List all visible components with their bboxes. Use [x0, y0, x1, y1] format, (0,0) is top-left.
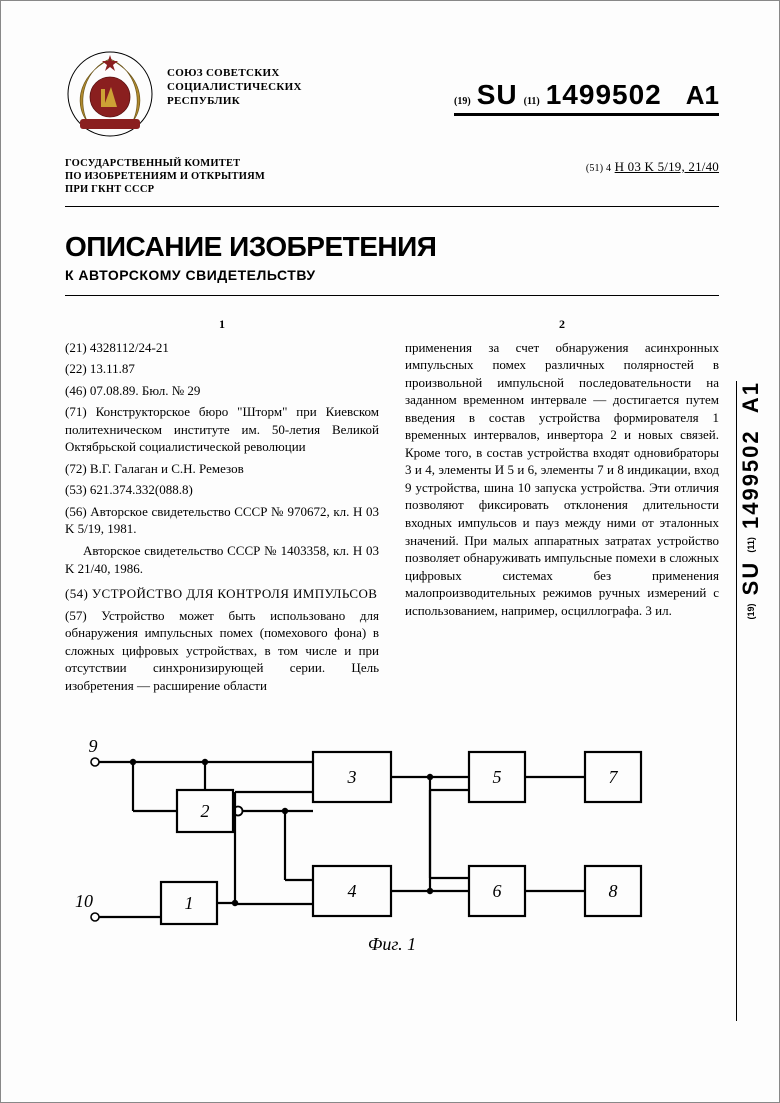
field-54: (54) УСТРОЙСТВО ДЛЯ КОНТРОЛЯ ИМПУЛЬСОВ [65, 585, 379, 603]
svg-text:10: 10 [75, 891, 93, 911]
side-strip-text: (19) SU (11) 1499502 A1 [738, 381, 764, 639]
code-11-label: (11) [524, 96, 540, 107]
doc-subtitle: К АВТОРСКОМУ СВИДЕТЕЛЬСТВУ [65, 267, 719, 296]
body-columns: 1 (21) 4328112/24-21 (22) 13.11.87 (46) … [65, 316, 719, 698]
publication-number: 1499502 [546, 79, 662, 111]
side-code19: (19) [746, 603, 756, 619]
block-4-label: 4 [348, 881, 357, 901]
ipc-tag: (51) 4 [586, 163, 611, 174]
subheader-row: ГОСУДАРСТВЕННЫЙ КОМИТЕТ ПО ИЗОБРЕТЕНИЯМ … [65, 157, 719, 207]
block-3-label: 3 [347, 767, 357, 787]
col1-number: 1 [65, 316, 379, 332]
content-region: СОЮЗ СОВЕТСКИХ СОЦИАЛИСТИЧЕСКИХ РЕСПУБЛИ… [65, 49, 719, 1062]
column-2: 2 применения за счет обнаружения асинхро… [405, 316, 719, 698]
header-row: СОЮЗ СОВЕТСКИХ СОЦИАЛИСТИЧЕСКИХ РЕСПУБЛИ… [65, 49, 719, 139]
block-1-label: 1 [185, 893, 194, 913]
block-6-label: 6 [493, 881, 502, 901]
publication-number-line: (19) SU (11) 1499502 A1 [454, 49, 719, 116]
country-code: SU [477, 79, 518, 111]
figure-1: 9 10 1 2 3 4 5 6 7 8 Фиг. 1 [65, 722, 719, 972]
field-56b: Авторское свидетельство СССР № 1403358, … [65, 542, 379, 577]
field-22: (22) 13.11.87 [65, 360, 379, 378]
field-56a: (56) Авторское свидетельство СССР № 9706… [65, 503, 379, 538]
col2-number: 2 [405, 316, 719, 332]
page: СОЮЗ СОВЕТСКИХ СОЦИАЛИСТИЧЕСКИХ РЕСПУБЛИ… [0, 0, 780, 1103]
committee-name: ГОСУДАРСТВЕННЫЙ КОМИТЕТ ПО ИЗОБРЕТЕНИЯМ … [65, 157, 418, 196]
field-57: (57) Устройство может быть использовано … [65, 607, 379, 695]
field-46: (46) 07.08.89. Бюл. № 29 [65, 382, 379, 400]
field-72: (72) В.Г. Галаган и С.Н. Ремезов [65, 460, 379, 478]
title-block: ОПИСАНИЕ ИЗОБРЕТЕНИЯ К АВТОРСКОМУ СВИДЕТ… [65, 231, 719, 296]
field-53: (53) 621.374.332(088.8) [65, 481, 379, 499]
state-emblem-icon [65, 49, 155, 139]
side-code11: (11) [746, 537, 756, 553]
union-name: СОЮЗ СОВЕТСКИХ СОЦИАЛИСТИЧЕСКИХ РЕСПУБЛИ… [167, 49, 302, 108]
ipc-block: (51) 4 H 03 K 5/19, 21/40 [586, 157, 719, 196]
block-7-label: 7 [609, 767, 619, 787]
col2-text: применения за счет обнаружения асинхронн… [405, 339, 719, 620]
side-number: 1499502 [738, 429, 763, 529]
svg-text:9: 9 [89, 736, 98, 756]
code-19-label: (19) [454, 96, 471, 107]
ipc-codes: H 03 K 5/19, 21/40 [615, 159, 719, 174]
block-5-label: 5 [493, 767, 502, 787]
block-8-label: 8 [609, 881, 618, 901]
column-1: 1 (21) 4328112/24-21 (22) 13.11.87 (46) … [65, 316, 379, 698]
field-21: (21) 4328112/24-21 [65, 339, 379, 357]
side-country: SU [738, 561, 763, 596]
side-strip: (19) SU (11) 1499502 A1 [736, 381, 765, 1021]
figure-caption: Фиг. 1 [65, 934, 719, 955]
side-kind: A1 [738, 381, 763, 413]
block-2-label: 2 [201, 801, 210, 821]
field-71: (71) Конструкторское бюро "Шторм" при Ки… [65, 403, 379, 456]
doc-title: ОПИСАНИЕ ИЗОБРЕТЕНИЯ [65, 231, 719, 263]
kind-code: A1 [668, 80, 719, 111]
